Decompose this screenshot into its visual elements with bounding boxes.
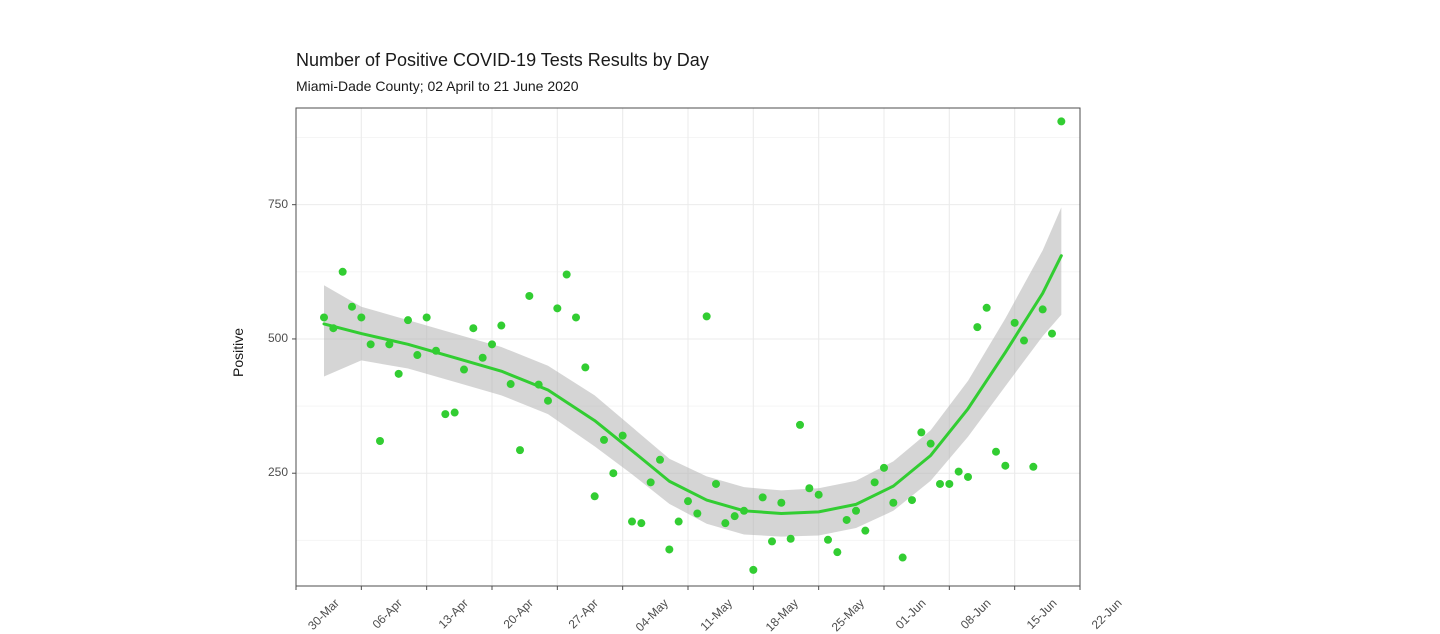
covid-chart: Number of Positive COVID-19 Tests Result… <box>0 0 1440 630</box>
y-tick-label: 250 <box>268 465 288 479</box>
y-tick-label: 500 <box>268 331 288 345</box>
y-tick-label: 750 <box>268 197 288 211</box>
plot-area <box>0 0 1440 630</box>
